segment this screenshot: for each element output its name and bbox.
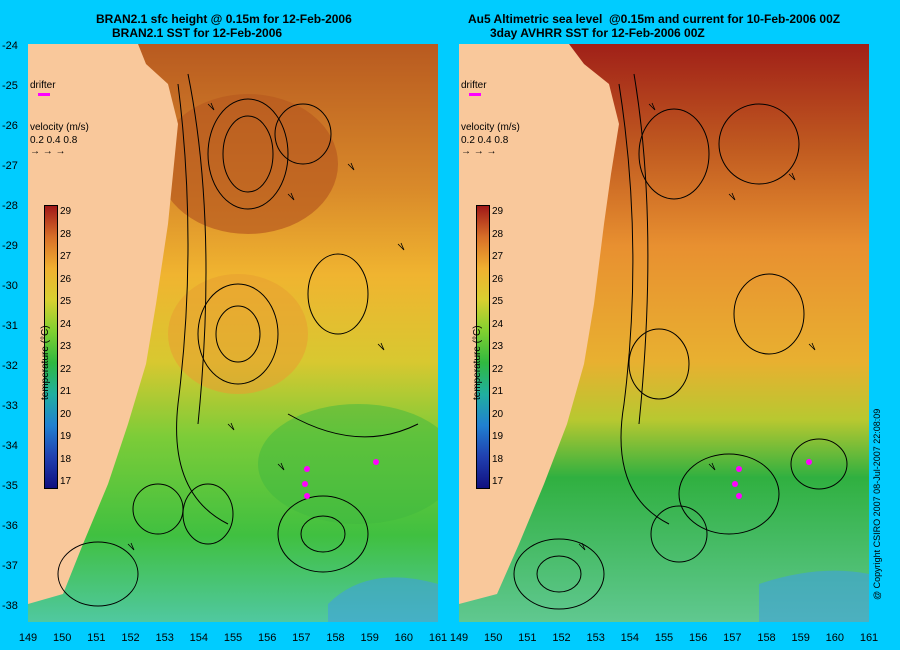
x-tick-label: 155 xyxy=(654,632,674,644)
y-tick-label: -26 xyxy=(2,120,18,132)
left-drifter-swatch xyxy=(38,93,50,96)
x-tick-label: 161 xyxy=(859,632,879,644)
colorbar-tick: 25 xyxy=(492,296,504,307)
right-drifter-label: drifter xyxy=(461,80,487,91)
x-tick-label: 157 xyxy=(723,632,742,644)
left-colorbar-label: temperature (°C) xyxy=(40,325,51,400)
right-map-title: Au5 Altimetric sea level @0.15m and curr… xyxy=(468,12,841,26)
y-tick-label: -37 xyxy=(2,560,18,572)
left-velocity-values: 0.2 0.4 0.8 xyxy=(30,135,78,146)
y-tick-label: -38 xyxy=(2,600,18,612)
right-velocity-values: 0.2 0.4 0.8 xyxy=(461,135,509,146)
drifter-track xyxy=(302,459,379,499)
y-tick-label: -27 xyxy=(2,160,18,172)
colorbar-tick: 19 xyxy=(60,431,72,442)
y-tick-label: -29 xyxy=(2,240,18,252)
x-tick-label: 156 xyxy=(688,632,708,644)
x-tick-label: 150 xyxy=(52,632,72,644)
x-tick-label: 159 xyxy=(360,632,379,644)
x-tick-label: 150 xyxy=(483,632,503,644)
x-tick-label: 161 xyxy=(428,632,448,644)
left-colorbar xyxy=(44,205,58,489)
x-tick-label: 151 xyxy=(87,632,106,644)
left-drifter-label: drifter xyxy=(30,80,56,91)
colorbar-tick: 17 xyxy=(492,476,504,487)
x-tick-label: 158 xyxy=(326,632,345,644)
colorbar-tick: 22 xyxy=(492,363,504,375)
left-map-panel[interactable] xyxy=(28,44,438,622)
left-sst-map xyxy=(28,44,438,622)
australia-land xyxy=(459,44,619,604)
x-tick-label: 157 xyxy=(292,632,311,644)
right-map-panel[interactable] xyxy=(459,44,869,622)
colorbar-tick: 20 xyxy=(60,408,72,420)
right-velocity-label: velocity (m/s) xyxy=(461,122,520,133)
colorbar-tick: 18 xyxy=(492,453,504,465)
colorbar-tick: 19 xyxy=(492,431,504,442)
y-tick-label: -31 xyxy=(2,320,18,332)
right-velocity-arrows: → → → xyxy=(461,146,497,157)
colorbar-tick: 27 xyxy=(60,251,72,262)
x-tick-label: 155 xyxy=(223,632,243,644)
y-tick-label: -30 xyxy=(2,280,18,292)
x-tick-label: 152 xyxy=(121,632,140,644)
left-map-subtitle: BRAN2.1 SST for 12-Feb-2006 xyxy=(112,26,283,40)
colorbar-tick: 23 xyxy=(60,341,72,352)
x-tick-label: 153 xyxy=(586,632,605,644)
x-tick-label: 154 xyxy=(189,632,209,644)
colorbar-tick: 29 xyxy=(60,206,72,217)
left-velocity-arrows: → → → xyxy=(30,146,66,157)
colorbar-tick: 25 xyxy=(60,296,72,307)
right-colorbar xyxy=(476,205,490,489)
australia-land xyxy=(28,44,178,604)
right-map-subtitle: 3day AVHRR SST for 12-Feb-2006 00Z xyxy=(490,26,705,40)
colorbar-tick: 23 xyxy=(492,341,504,352)
colorbar-tick: 29 xyxy=(492,206,504,217)
right-sst-map xyxy=(459,44,869,622)
y-tick-label: -28 xyxy=(2,200,18,212)
y-tick-label: -34 xyxy=(2,440,18,452)
colorbar-tick: 18 xyxy=(60,453,72,465)
colorbar-tick: 26 xyxy=(492,273,504,285)
colorbar-tick: 28 xyxy=(60,228,72,240)
x-tick-label: 158 xyxy=(757,632,776,644)
x-tick-label: 160 xyxy=(825,632,845,644)
y-tick-label: -24 xyxy=(2,40,18,52)
colorbar-tick: 20 xyxy=(492,408,504,420)
x-tick-label: 159 xyxy=(791,632,810,644)
left-velocity-label: velocity (m/s) xyxy=(30,122,89,133)
x-tick-label: 153 xyxy=(155,632,174,644)
left-map-title: BRAN2.1 sfc height @ 0.15m for 12-Feb-20… xyxy=(96,12,352,26)
y-tick-label: -33 xyxy=(2,400,18,412)
x-tick-label: 152 xyxy=(552,632,571,644)
colorbar-tick: 17 xyxy=(60,476,72,487)
x-tick-label: 156 xyxy=(257,632,277,644)
y-tick-label: -36 xyxy=(2,520,18,532)
x-tick-label: 151 xyxy=(518,632,537,644)
y-tick-label: -25 xyxy=(2,80,18,92)
x-tick-label: 149 xyxy=(449,632,469,644)
y-tick-label: -35 xyxy=(2,480,18,492)
colorbar-tick: 26 xyxy=(60,273,72,285)
copyright-notice: @ Copyright CSIRO 2007 08-Jul-2007 22:08… xyxy=(872,408,882,600)
y-tick-label: -32 xyxy=(2,360,18,372)
colorbar-tick: 28 xyxy=(492,228,504,240)
colorbar-tick: 24 xyxy=(492,318,504,330)
x-tick-label: 154 xyxy=(620,632,640,644)
right-drifter-swatch xyxy=(469,93,481,96)
right-colorbar-label: temperature (°C) xyxy=(472,325,483,400)
colorbar-tick: 21 xyxy=(60,386,72,397)
x-tick-label: 149 xyxy=(18,632,38,644)
colorbar-tick: 27 xyxy=(492,251,504,262)
drifter-track xyxy=(732,459,812,499)
colorbar-tick: 24 xyxy=(60,318,72,330)
colorbar-tick: 22 xyxy=(60,363,72,375)
colorbar-tick: 21 xyxy=(492,386,504,397)
x-tick-label: 160 xyxy=(394,632,414,644)
